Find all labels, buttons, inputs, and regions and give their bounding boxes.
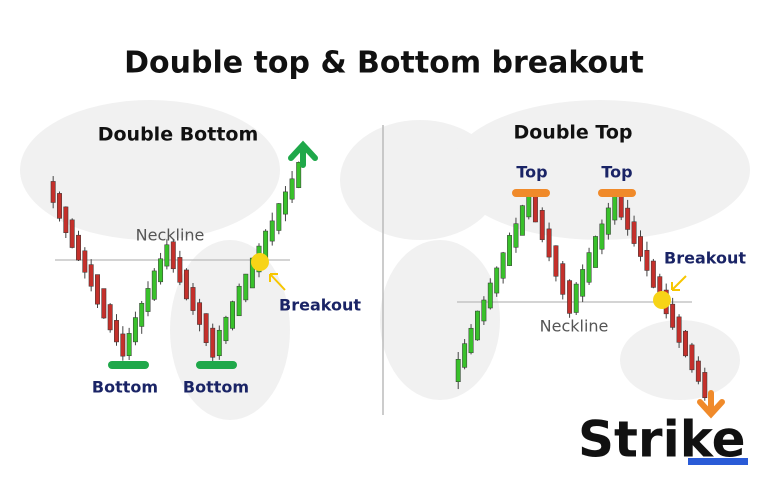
candle	[145, 288, 151, 312]
candle	[462, 343, 468, 368]
logo-accent	[688, 458, 748, 465]
top-marker	[598, 189, 636, 197]
candle	[500, 252, 506, 279]
world-map	[20, 100, 750, 420]
candle	[507, 235, 512, 266]
candle	[164, 244, 170, 267]
candle	[132, 317, 138, 343]
candle	[573, 283, 579, 313]
candle	[586, 252, 592, 283]
candle	[76, 234, 81, 261]
candles	[455, 189, 708, 401]
candle	[468, 327, 474, 354]
candle	[650, 260, 656, 288]
candle	[236, 285, 242, 317]
candle	[197, 302, 203, 325]
candle	[139, 302, 145, 327]
candle	[88, 264, 94, 287]
breakout-point	[653, 291, 671, 309]
candles	[50, 161, 302, 362]
top-label: Top	[601, 163, 632, 182]
panel-title: Double Bottom	[98, 124, 259, 146]
candle	[526, 193, 532, 218]
candle	[599, 223, 605, 250]
candle	[670, 303, 676, 328]
candle	[210, 327, 216, 358]
candle	[82, 250, 88, 273]
candle	[475, 310, 480, 341]
bottom-label: Bottom	[92, 378, 158, 397]
neckline-label: Neckline	[540, 317, 609, 336]
candle	[101, 288, 107, 319]
candle	[95, 274, 100, 305]
candle	[580, 269, 586, 297]
bottom-marker	[108, 361, 149, 369]
breakout-label: Breakout	[664, 249, 746, 268]
candle	[560, 263, 566, 295]
candle	[151, 270, 157, 300]
candle	[243, 273, 249, 301]
candle	[625, 207, 631, 230]
candle	[107, 304, 113, 331]
candle	[50, 181, 56, 203]
candle	[69, 219, 75, 248]
candle	[276, 203, 282, 231]
candle	[539, 210, 545, 240]
candle	[177, 257, 183, 283]
candle	[126, 333, 132, 357]
candle	[63, 206, 69, 233]
candle	[638, 236, 643, 257]
candle	[494, 267, 500, 294]
bottom-marker	[196, 361, 237, 369]
candle	[683, 330, 688, 357]
candle	[216, 329, 222, 357]
neckline-label: Neckline	[136, 226, 205, 245]
candle	[644, 250, 650, 271]
candle	[593, 236, 598, 268]
breakout-arrow	[671, 275, 687, 291]
candle	[567, 280, 573, 314]
candle	[230, 301, 235, 329]
candle	[296, 162, 302, 188]
candle	[546, 228, 552, 258]
candle	[631, 221, 637, 244]
candle	[481, 299, 487, 322]
candle	[605, 207, 611, 235]
candle	[487, 282, 493, 309]
candle	[57, 193, 62, 219]
down-arrow	[697, 390, 725, 419]
panel-title: Double Top	[513, 122, 632, 144]
candle	[183, 269, 189, 300]
candle	[289, 178, 295, 200]
candle	[513, 223, 519, 248]
candle	[203, 313, 209, 343]
candle	[269, 220, 275, 242]
candle	[695, 360, 701, 382]
up-arrow	[288, 140, 318, 168]
candle	[553, 245, 559, 277]
bottom-label: Bottom	[183, 378, 249, 397]
candle	[676, 316, 682, 343]
breakout-arrow	[269, 273, 286, 291]
candle	[455, 359, 461, 382]
candle	[283, 191, 288, 215]
candle	[519, 205, 525, 236]
title: Double top & Bottom breakout	[124, 46, 644, 81]
breakout-point	[251, 253, 269, 271]
candle	[114, 320, 119, 343]
candle	[689, 344, 695, 371]
candle	[120, 333, 126, 357]
candle	[158, 258, 164, 283]
top-marker	[512, 189, 550, 197]
candle	[223, 316, 229, 342]
top-label: Top	[516, 163, 547, 182]
candle	[190, 287, 196, 311]
candle	[702, 372, 708, 399]
candle	[170, 241, 176, 270]
breakout-label: Breakout	[279, 296, 361, 315]
